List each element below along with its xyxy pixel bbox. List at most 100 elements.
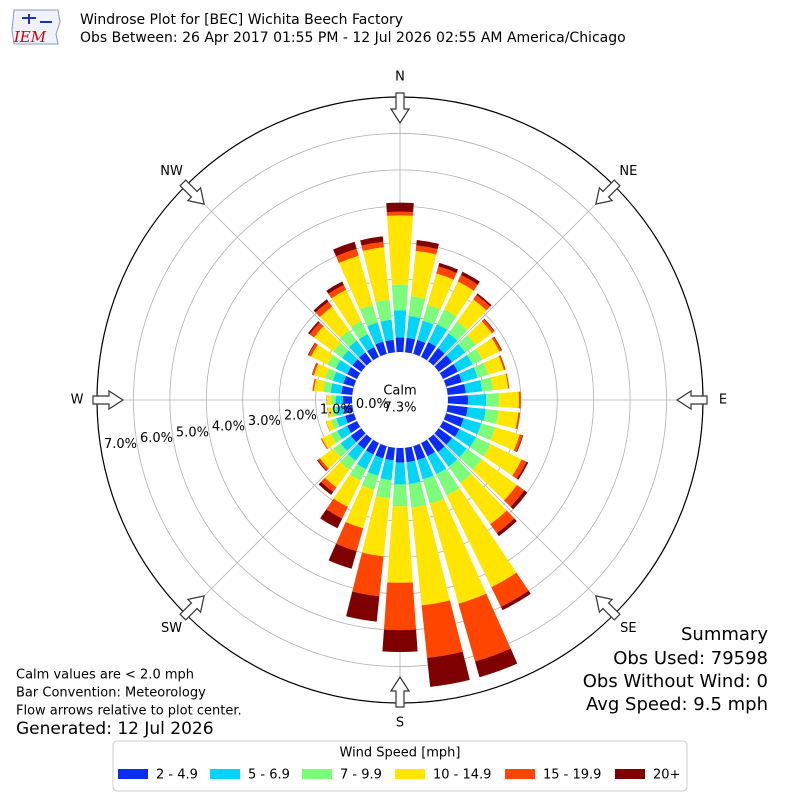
summary: Obs Used: 79598 [613, 648, 768, 669]
legend-box [112, 740, 688, 792]
wind-bar [464, 380, 483, 394]
wind-bar [406, 316, 421, 340]
wind-bar [406, 460, 421, 484]
r-tick-label: 3.0% [248, 414, 281, 429]
wind-bar [436, 468, 460, 496]
wind-bar [336, 522, 364, 552]
wind-bar [437, 446, 458, 467]
flow-arrow [179, 179, 205, 205]
wind-bar [361, 241, 384, 251]
wind-bar [367, 347, 379, 361]
wind-bar [486, 393, 499, 407]
wind-bar [345, 485, 375, 529]
wind-bar [360, 236, 384, 246]
wind-bar [516, 435, 524, 453]
note: Bar Convention: Meteorology [16, 686, 206, 701]
wind-bar [367, 455, 384, 476]
flow-arrow-shape [675, 389, 708, 411]
compass-label: W [71, 393, 84, 408]
wind-bar [476, 293, 492, 307]
wind-bar [434, 428, 453, 445]
wind-bar [307, 342, 316, 356]
wind-bar [320, 509, 343, 529]
wind-bar [491, 336, 502, 352]
wind-bar [496, 410, 519, 429]
wind-bar [335, 359, 352, 375]
generated: Generated: 12 Jul 2026 [16, 719, 214, 739]
wind-bar [347, 421, 361, 433]
wind-bar [428, 324, 448, 347]
wind-bar [350, 428, 366, 443]
r-tick-label: 5.0% [176, 425, 209, 440]
summary: Summary [681, 624, 768, 645]
r-tick-label: 7.0% [104, 437, 137, 452]
wind-bar [331, 289, 362, 327]
wind-bar [421, 342, 437, 361]
flow-arrow [675, 389, 708, 411]
wind-bar [439, 421, 460, 438]
wind-bar [359, 304, 378, 327]
flow-arrow [595, 179, 621, 205]
wind-bar [405, 446, 416, 463]
flow-arrow [595, 595, 621, 621]
calm-label: Calm [383, 384, 416, 399]
wind-bar [460, 418, 482, 435]
wind-bar [454, 429, 476, 448]
compass-label: SE [620, 621, 636, 636]
flow-arrow-shape [389, 92, 411, 125]
wind-bar [331, 395, 336, 405]
wind-bar [313, 379, 326, 392]
compass-label: NE [619, 164, 637, 179]
wind-bar [453, 354, 473, 372]
wind-bar [357, 434, 372, 450]
wind-bar [496, 518, 517, 537]
grid-spoke [433, 433, 615, 615]
wind-bar [326, 394, 332, 406]
wind-bar [331, 418, 340, 430]
wind-bar [457, 299, 487, 331]
wind-bar [493, 336, 503, 351]
grid-spoke [185, 433, 367, 615]
wind-bar [447, 395, 469, 405]
wind-bar [343, 405, 354, 414]
wind-bar [321, 433, 337, 449]
wind-bar [324, 462, 350, 488]
wind-bar [503, 484, 525, 507]
wind-bar [380, 458, 394, 481]
note: Calm values are < 2.0 mph [16, 668, 194, 683]
wind-bar [427, 451, 447, 475]
legend-label: 10 - 14.9 [433, 768, 491, 783]
wind-bar [335, 395, 344, 405]
wind-bar [350, 320, 368, 340]
wind-bar [319, 448, 341, 469]
wind-bar [308, 343, 318, 357]
wind-bar [345, 413, 357, 424]
wind-bar [366, 439, 379, 455]
flow-arrow [179, 595, 205, 621]
compass-label: N [395, 70, 405, 85]
wind-bar [395, 337, 405, 353]
wind-bar [340, 454, 356, 470]
wind-bar [326, 498, 348, 519]
flow-arrow-shape [92, 389, 125, 411]
legend-label: 15 - 19.9 [543, 768, 601, 783]
wind-bar [483, 318, 495, 332]
wind-bar [498, 391, 520, 409]
wind-bar [337, 425, 352, 440]
wind-bar [458, 367, 478, 383]
wind-bar [413, 443, 426, 461]
legend-label: 2 - 4.9 [156, 768, 198, 783]
r-tick-label: 2.0% [284, 408, 317, 423]
wind-bar [328, 543, 357, 569]
legend-swatch [615, 769, 645, 779]
wind-bar [323, 381, 333, 393]
logo-text: IEM [13, 28, 47, 46]
wind-bar [392, 484, 408, 507]
wind-bar [428, 434, 445, 453]
wind-bar [318, 481, 334, 495]
wind-bar [382, 629, 418, 653]
wind-bar [458, 335, 476, 353]
wind-bar [327, 407, 334, 418]
wind-bar [317, 458, 329, 471]
flow-arrow-shape [595, 595, 621, 621]
